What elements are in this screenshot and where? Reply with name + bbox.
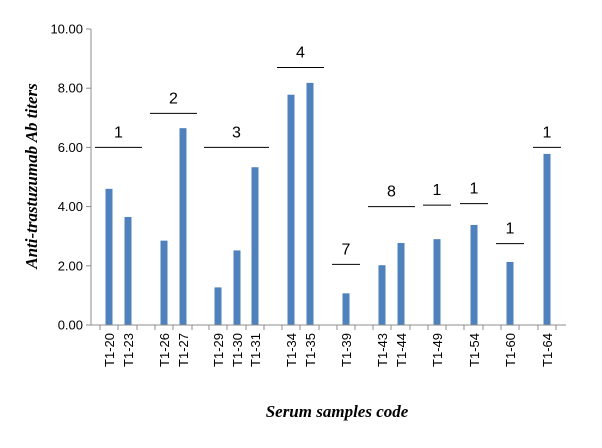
x-tick-label: T1-44	[394, 333, 409, 367]
x-tick-label: T1-31	[248, 333, 263, 367]
y-axis-ticks: 0.00 2.00 4.00 6.00 8.00 10.00	[50, 22, 557, 333]
x-tick-label: T1-27	[176, 333, 191, 367]
x-tick-label: T1-64	[540, 333, 555, 367]
group-label: 1	[470, 181, 479, 198]
x-tick-label: T1-34	[284, 333, 299, 367]
x-tick-label: T1-35	[303, 333, 318, 367]
group-label: 3	[232, 124, 241, 141]
bar-t1-39	[342, 293, 350, 325]
group-label: 1	[114, 124, 123, 141]
group-label: 1	[506, 221, 515, 238]
group-label: 1	[433, 182, 442, 199]
x-tick-label: T1-30	[230, 333, 245, 367]
y-tick-label: 0.00	[58, 318, 83, 333]
bar-t1-60	[506, 261, 514, 325]
x-tick-label: T1-43	[375, 333, 390, 367]
bar-t1-31	[251, 167, 259, 325]
x-tick-label: T1-39	[339, 333, 354, 367]
bar-t1-54	[470, 224, 478, 325]
bar-t1-35	[306, 82, 314, 325]
y-tick-label: 2.00	[58, 258, 83, 273]
y-tick-label: 4.00	[58, 199, 83, 214]
bar-t1-30	[233, 250, 241, 325]
bar-t1-26	[160, 240, 168, 325]
bar-t1-64	[543, 153, 551, 325]
group-label: 8	[387, 184, 396, 201]
group-label: 4	[296, 44, 305, 61]
y-tick-label: 8.00	[58, 81, 83, 96]
bar-t1-44	[397, 243, 405, 325]
x-axis-title: Serum samples code	[266, 402, 409, 421]
x-tick-label: T1-54	[467, 333, 482, 367]
bars	[105, 82, 551, 325]
bar-t1-23	[124, 216, 132, 325]
y-tick-label: 10.00	[50, 22, 83, 37]
x-tick-label: T1-29	[211, 333, 226, 367]
bar-t1-43	[378, 265, 386, 325]
bar-t1-29	[214, 287, 222, 325]
x-tick-label: T1-20	[102, 333, 117, 367]
group-label: 7	[342, 241, 351, 258]
x-tick-label: T1-23	[121, 333, 136, 367]
bar-t1-34	[287, 94, 295, 325]
x-tick-label: T1-60	[503, 333, 518, 367]
x-tick-label: T1-26	[157, 333, 172, 367]
group-annotations: 1 2 3 4 7 8 1 1 1 1	[95, 44, 561, 265]
x-tick-label: T1-49	[430, 333, 445, 367]
bar-t1-27	[179, 128, 187, 325]
bar-t1-49	[433, 239, 441, 325]
group-label: 2	[169, 90, 178, 107]
y-axis-title: Anti-trastuzumab Ab titers	[22, 83, 41, 270]
x-axis-labels: T1-20 T1-23 T1-26 T1-27 T1-29 T1-30 T1-31 T1-34…	[102, 333, 555, 367]
y-tick-label: 6.00	[58, 140, 83, 155]
bar-t1-20	[105, 188, 113, 325]
group-label: 1	[543, 124, 552, 141]
